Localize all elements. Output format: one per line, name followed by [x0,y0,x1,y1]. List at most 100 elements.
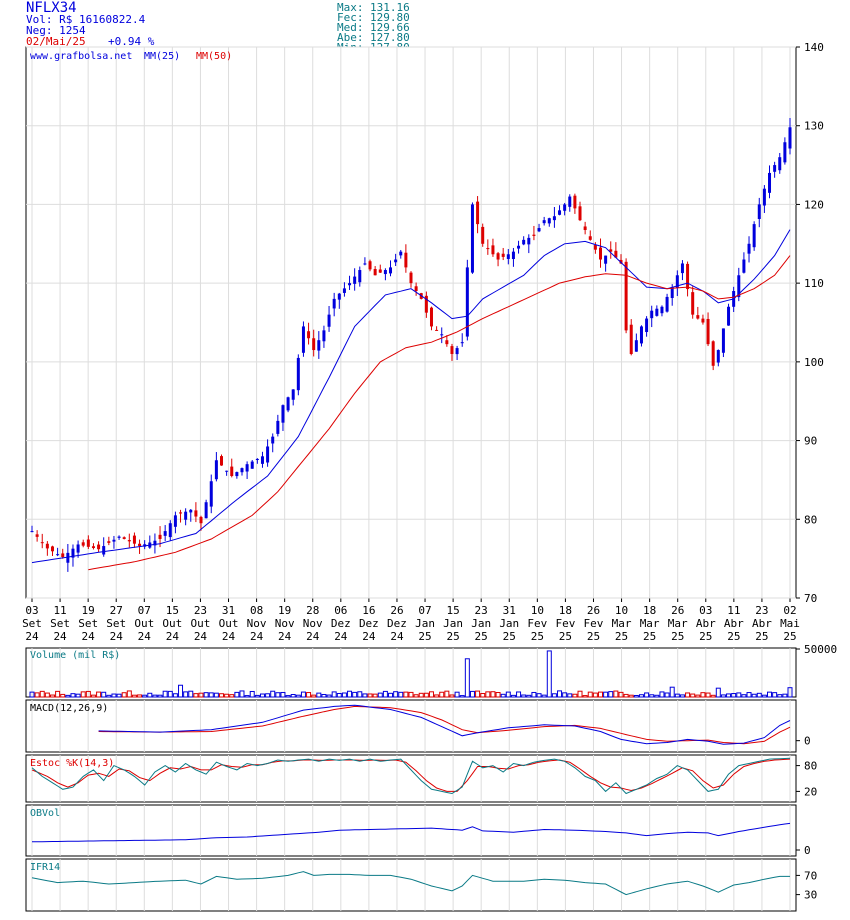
x-tick-month: Fev [584,617,604,630]
x-tick-month: Out [162,617,182,630]
volume-bar [731,693,737,698]
candle-body [40,542,44,544]
volume-bar [428,691,434,698]
x-tick-year: 24 [278,630,292,643]
x-tick-day: 19 [278,604,291,617]
candle-body [747,243,751,254]
ifr-panel-frame [25,858,797,912]
candle-body [363,263,367,265]
candle-body [225,470,229,472]
x-tick-year: 25 [587,630,600,643]
candle-body [727,306,731,326]
date-value: 02/Mai/25 [26,35,86,48]
x-tick-month: Abr [696,617,716,630]
x-tick-year: 25 [615,630,628,643]
volume-bar [316,692,322,698]
ma50-line [88,255,791,571]
volume-bar [172,693,178,698]
volume-bar [495,692,501,698]
candle-body [721,328,725,353]
x-tick-year: 25 [755,630,768,643]
volume-bar [572,693,578,698]
volume-bar [377,692,383,698]
obv-line [31,822,791,843]
volume-bar [398,691,404,698]
candle-body [460,342,464,344]
candle-body [522,239,526,245]
candle-body [568,196,572,207]
candle-body [76,544,80,553]
y-tick-label: 140 [804,41,824,54]
volume-bar [306,692,312,698]
ma25-line [31,229,791,564]
x-tick-day: 18 [559,604,572,617]
volume-bar [577,690,583,698]
volume-bar [229,694,235,698]
x-tick-year: 25 [699,630,712,643]
x-tick-month: Dez [331,617,351,630]
candle-body [373,269,377,276]
candle-body [368,261,372,270]
macd-panel-frame [25,699,797,753]
candle-body [778,157,782,171]
x-tick-year: 24 [138,630,152,643]
y-tick-label: 80 [804,513,817,526]
volume-bar [249,690,255,698]
x-tick-year: 25 [671,630,684,643]
y-tick-label: 110 [804,277,824,290]
volume-bar [85,690,91,698]
ticker-symbol: NFLX34 [26,0,77,16]
volume-bar [96,691,102,698]
candle-body [486,248,490,250]
x-tick-day: 23 [755,604,768,617]
candle-body [481,226,485,244]
volume-bar [254,694,260,698]
volume-bar [280,691,286,698]
stat-avg-value: 129.66 [370,21,410,34]
volume-bar [469,690,475,698]
x-tick-month: Out [219,617,239,630]
volume-bar [234,691,240,698]
volume-bar [592,692,598,698]
x-tick-year: 24 [362,630,376,643]
volume-bar [695,694,701,698]
candle-body [501,253,505,257]
volume-bar [372,693,378,698]
x-tick-month: Set [78,617,98,630]
stochastic-tick-label: 80 [804,760,817,773]
volume-bar [111,693,117,698]
candle-body [496,253,500,260]
volume-bar [562,692,568,698]
x-tick-day: 11 [53,604,66,617]
candle-body [317,340,321,351]
volume-bar [628,694,634,698]
volume-bar [777,694,783,698]
candle-body [624,261,628,331]
volume-bar [633,694,639,698]
candle-body [634,340,638,352]
volume-bar [459,695,465,698]
volume-bar [705,692,711,698]
volume-bar [587,691,593,698]
x-tick-day: 08 [250,604,263,617]
volume-bar [126,690,132,698]
candle-body [665,296,669,312]
volume-bar [147,692,153,698]
volume-bar [546,650,552,698]
volume-bar [347,690,353,698]
x-tick-year: 24 [306,630,320,643]
stat-max-value: 131.16 [370,1,410,14]
volume-bar [90,694,96,698]
obv-label: OBVol [30,808,60,819]
candle-body [711,341,715,366]
x-tick-month: Mar [640,617,660,630]
candle-body [573,195,577,209]
candle-body [655,308,659,316]
macd-panel: MACD(12,26,9) [25,699,800,753]
x-tick-month: Set [22,617,42,630]
ifr-label: IFR14 [30,862,60,873]
candle-body [281,405,285,423]
candle-body [250,461,254,469]
candle-body [701,318,705,323]
volume-bar [285,695,291,698]
